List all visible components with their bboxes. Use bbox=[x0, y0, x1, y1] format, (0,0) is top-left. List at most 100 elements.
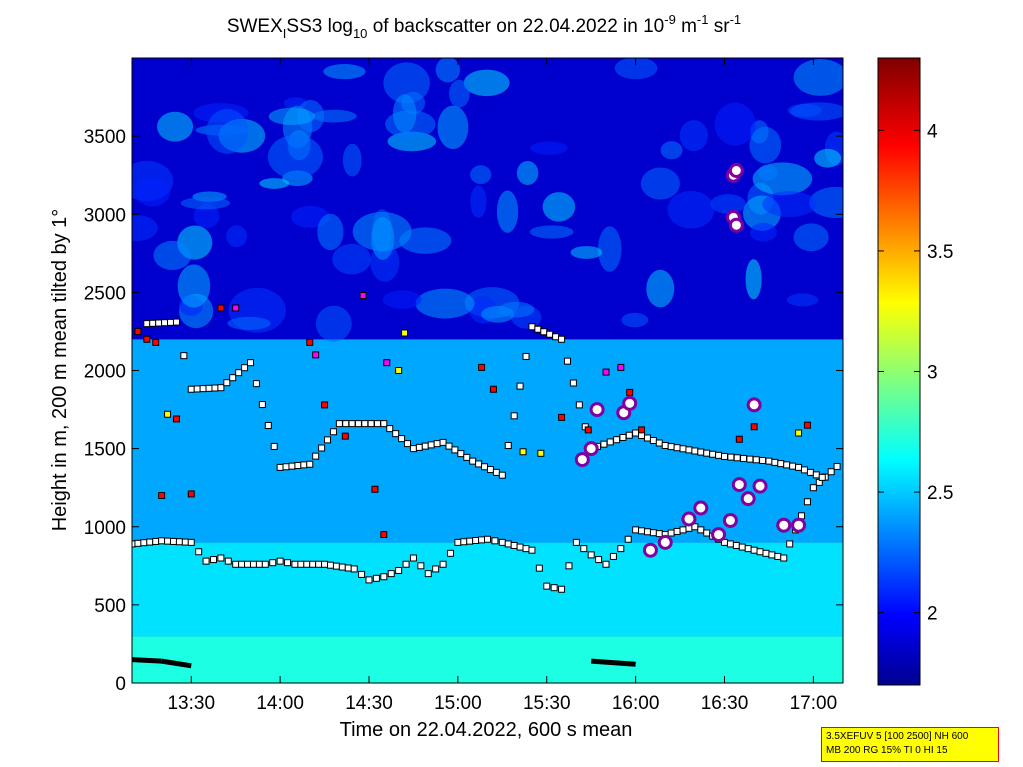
trace-marker-0 bbox=[528, 546, 536, 554]
scatter-marker-magenta bbox=[383, 359, 391, 367]
trace-marker-1 bbox=[172, 318, 180, 326]
trace-marker-0 bbox=[402, 560, 410, 568]
trace-marker-1 bbox=[361, 420, 369, 428]
y-axis: 0 500 1000 1500 2000 2500 3000 3500 bbox=[84, 127, 843, 695]
aerosol-patch bbox=[597, 226, 622, 272]
trace-marker-1 bbox=[703, 449, 711, 457]
scatter-marker-yellow bbox=[795, 429, 803, 437]
trace-marker-1 bbox=[247, 359, 254, 367]
trace-marker-1 bbox=[404, 440, 412, 448]
trace-marker-1 bbox=[721, 452, 728, 460]
trace-marker-0 bbox=[750, 546, 758, 554]
trace-marker-0 bbox=[768, 551, 776, 559]
trace-marker-0 bbox=[780, 554, 788, 562]
trace-marker-1 bbox=[386, 425, 394, 433]
aerosol-patch bbox=[496, 190, 519, 233]
trace-marker-1 bbox=[427, 441, 435, 449]
trace-marker-0 bbox=[466, 537, 474, 545]
trace-marker-1 bbox=[282, 463, 290, 471]
aerosol-patch bbox=[323, 64, 366, 80]
trace-marker-1 bbox=[649, 437, 657, 444]
trace-marker-0 bbox=[460, 538, 468, 546]
trace-marker-0 bbox=[276, 557, 284, 565]
aerosol-patch bbox=[640, 167, 680, 200]
trace-marker-0 bbox=[833, 462, 841, 470]
scatter-marker-red bbox=[478, 363, 486, 371]
colorbar-tick-label: 2.5 bbox=[927, 483, 953, 504]
aerosol-patch bbox=[660, 141, 683, 160]
scatter-marker-red bbox=[143, 335, 151, 343]
aerosol-patch bbox=[435, 58, 461, 83]
trace-marker-1 bbox=[373, 420, 381, 428]
trace-marker-0 bbox=[297, 560, 305, 568]
trace-marker-0 bbox=[315, 560, 323, 568]
trace-marker-0 bbox=[624, 535, 632, 543]
trace-marker-1 bbox=[433, 440, 441, 448]
cloud-base-marker bbox=[731, 477, 747, 493]
colorbar bbox=[877, 57, 921, 686]
trace-marker-0 bbox=[827, 468, 835, 476]
aerosol-patch bbox=[786, 293, 819, 307]
trace-marker-1 bbox=[252, 380, 260, 388]
aerosol-patch bbox=[757, 164, 778, 181]
trace-marker-0 bbox=[372, 574, 380, 582]
y-tick-label: 500 bbox=[94, 596, 126, 617]
trace-marker-1 bbox=[451, 446, 459, 454]
trace-marker-0 bbox=[232, 560, 240, 568]
trace-marker-1 bbox=[740, 454, 748, 462]
trace-marker-0 bbox=[409, 554, 417, 562]
trace-marker-0 bbox=[572, 538, 580, 546]
trace-marker-1 bbox=[211, 384, 219, 392]
aerosol-patch bbox=[542, 192, 576, 222]
aerosol-patch bbox=[667, 190, 715, 229]
trace-marker-0 bbox=[395, 567, 403, 574]
scatter-marker-yellow bbox=[519, 448, 527, 456]
trace-marker-0 bbox=[632, 526, 640, 534]
aerosol-patch bbox=[621, 312, 649, 328]
trace-marker-1 bbox=[445, 442, 453, 450]
trace-marker-1 bbox=[324, 436, 332, 444]
trace-marker-1 bbox=[161, 319, 169, 327]
trace-marker-0 bbox=[617, 545, 625, 553]
trace-marker-0 bbox=[756, 548, 764, 556]
trace-marker-0 bbox=[732, 542, 740, 549]
trace-marker-1 bbox=[709, 450, 717, 458]
trace-marker-1 bbox=[789, 462, 797, 470]
cloud-base-marker bbox=[752, 478, 768, 494]
aerosol-patch bbox=[315, 305, 352, 342]
trace-marker-1 bbox=[367, 420, 375, 428]
trace-marker-1 bbox=[516, 382, 524, 390]
trace-marker-1 bbox=[498, 471, 506, 479]
trace-marker-0 bbox=[655, 530, 663, 538]
trace-marker-0 bbox=[809, 484, 817, 492]
trace-marker-1 bbox=[783, 461, 791, 469]
trace-marker-0 bbox=[550, 584, 558, 592]
trace-marker-1 bbox=[348, 420, 356, 428]
colorbar-tick-label: 2 bbox=[927, 604, 938, 625]
trace-marker-1 bbox=[193, 385, 201, 393]
cloud-base-marker bbox=[657, 534, 673, 550]
trace-marker-0 bbox=[303, 560, 311, 568]
trace-marker-1 bbox=[733, 454, 741, 462]
trace-marker-0 bbox=[249, 560, 257, 568]
trace-marker-1 bbox=[270, 442, 278, 450]
aerosol-patch bbox=[132, 215, 158, 241]
aerosol-patch bbox=[134, 176, 171, 207]
colorbar-tick-label: 3.5 bbox=[927, 242, 953, 263]
aerosol-patch bbox=[710, 194, 746, 214]
trace-marker-0 bbox=[358, 570, 366, 578]
trace-marker-0 bbox=[446, 549, 454, 557]
trace-marker-0 bbox=[638, 527, 646, 535]
trace-marker-1 bbox=[800, 466, 808, 474]
aerosol-patch bbox=[463, 69, 510, 97]
trace-marker-1 bbox=[306, 460, 314, 468]
scatter-marker-red bbox=[489, 385, 497, 393]
colorbar-tick-label: 3 bbox=[927, 363, 938, 384]
trace-marker-1 bbox=[409, 445, 417, 453]
trace-marker-1 bbox=[463, 453, 471, 461]
trace-marker-0 bbox=[744, 545, 752, 553]
trace-marker-0 bbox=[432, 565, 440, 573]
cloud-base-marker bbox=[622, 395, 638, 411]
trace-marker-1 bbox=[667, 443, 675, 451]
trace-marker-1 bbox=[661, 442, 669, 449]
